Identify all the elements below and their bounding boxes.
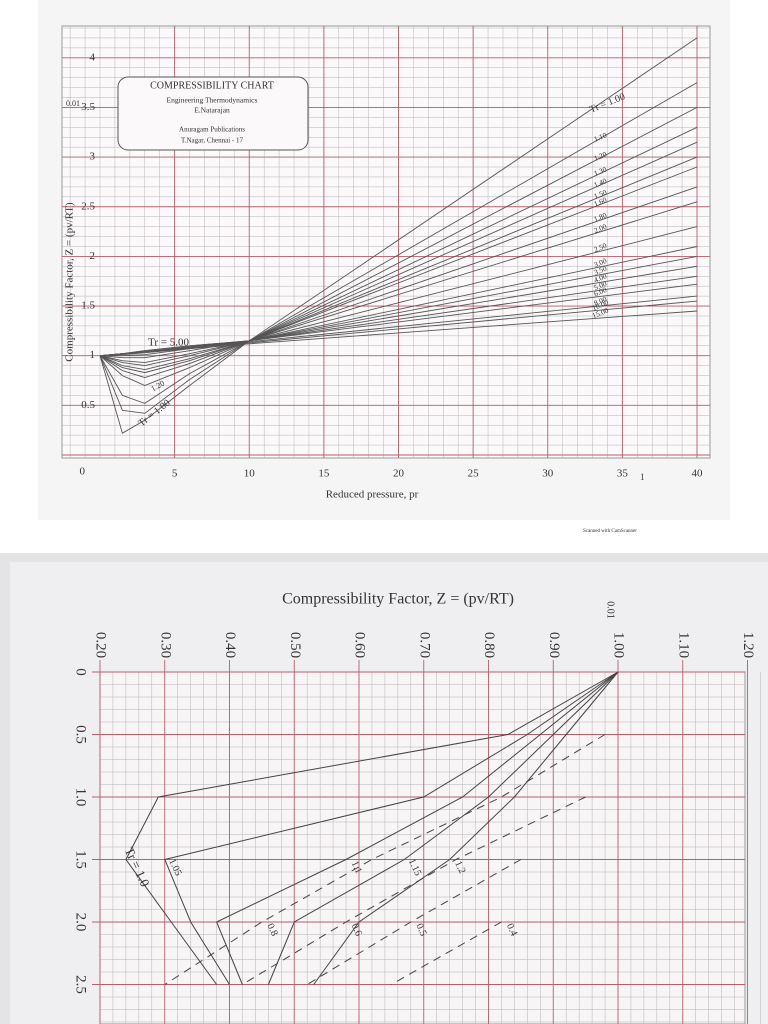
series-line	[99, 201, 698, 364]
y-axis-label: Compressibility Factor, Z = (pv/RT)	[64, 202, 76, 362]
pr-tick-label: 2.0	[73, 913, 89, 932]
title-box	[117, 76, 309, 151]
x-tick-label: 10	[244, 468, 256, 480]
chart-title: Compressibility Factor, Z = (pv/RT)	[282, 591, 514, 608]
series-line	[313, 671, 619, 985]
scanner-note: Scanned with CamScanner	[583, 529, 637, 534]
x-tick-label: 20	[393, 468, 405, 480]
y-tick-label: 1.5	[81, 300, 95, 312]
x-tick-label: 40	[692, 468, 704, 480]
pr-tick-label: 2.5	[73, 975, 89, 994]
annotation: Tr = 5.00	[148, 337, 189, 349]
x-tick-label: 5	[172, 468, 178, 480]
top-chart: COMPRESSIBILITY CHART Engineering Thermo…	[64, 76, 419, 501]
series-label: 0.8	[264, 922, 279, 938]
series-line	[99, 37, 698, 434]
pr-tick-label: 0.5	[73, 725, 89, 744]
z-tick-label: 1.20	[740, 632, 756, 658]
series-line	[99, 141, 698, 378]
series-line	[99, 226, 698, 359]
series-line	[99, 310, 698, 357]
annotation: 0.01	[605, 601, 616, 619]
bottom-chart: Compressibility Factor, Z = (pv/RT)	[282, 591, 514, 608]
y-tick-label: 2	[90, 250, 96, 262]
z-tick-label: 1.00	[611, 632, 627, 658]
y-tick-label: 3.5	[81, 101, 95, 113]
z-tick-label: 0.80	[481, 632, 497, 658]
series-line	[164, 671, 619, 985]
x-tick-label: 30	[542, 468, 554, 480]
series-line	[99, 107, 698, 404]
z-tick-label: 0.60	[352, 632, 368, 658]
series-label: 0.5	[413, 922, 428, 938]
series-line	[125, 671, 619, 985]
y-tick-label: 3	[90, 151, 96, 163]
x-tick-label: 25	[468, 468, 480, 480]
box-line: Engineering Thermodynamics	[167, 96, 258, 105]
z-tick-label: 0.20	[93, 632, 109, 658]
series-line	[306, 859, 522, 985]
z-tick-label: 0.90	[546, 632, 562, 658]
pr-tick-label: 1.5	[73, 850, 89, 869]
z-tick-label: 0.50	[287, 632, 303, 658]
y-tick-label: 1	[90, 349, 96, 361]
x-axis-label: Reduced pressure, pr	[326, 489, 419, 501]
series-line	[242, 796, 586, 985]
series-line	[391, 921, 502, 985]
annotation: 1	[640, 472, 645, 482]
y-tick-label: 0.5	[81, 399, 95, 411]
z-tick-label: 0.40	[222, 632, 238, 658]
chart-title: COMPRESSIBILITY CHART	[150, 80, 274, 91]
series-line	[99, 126, 698, 386]
series-label: 0.6	[349, 922, 364, 938]
box-line: E.Natarajan	[194, 106, 230, 115]
box-line: T.Nagar, Chennai - 17	[181, 137, 243, 145]
z-tick-label: 0.30	[157, 632, 173, 658]
series-line	[99, 186, 698, 367]
y-tick-label: 4	[90, 51, 96, 63]
pr-tick-label: 0	[73, 668, 89, 676]
series-label: 1.2	[452, 859, 467, 875]
bottom-plot-frame	[99, 671, 746, 1024]
series-label: 0.4	[504, 922, 519, 938]
y-tick-label: 0	[80, 466, 86, 478]
z-tick-label: 0.70	[416, 632, 432, 658]
z-tick-label: 1.10	[675, 632, 691, 658]
series-line	[267, 671, 619, 985]
series-line	[99, 82, 698, 414]
box-line: Anuragam Publications	[179, 126, 245, 134]
series-label: 1.1	[349, 859, 364, 875]
pr-tick-label: 1.0	[73, 788, 89, 807]
x-tick-label: 35	[617, 468, 629, 480]
annotation: 0.01	[66, 99, 80, 108]
series-line	[100, 246, 698, 357]
series-line	[215, 671, 619, 985]
series-line	[99, 156, 698, 374]
series-line	[99, 166, 698, 371]
y-tick-label: 2.5	[81, 200, 95, 212]
x-tick-label: 15	[318, 468, 330, 480]
